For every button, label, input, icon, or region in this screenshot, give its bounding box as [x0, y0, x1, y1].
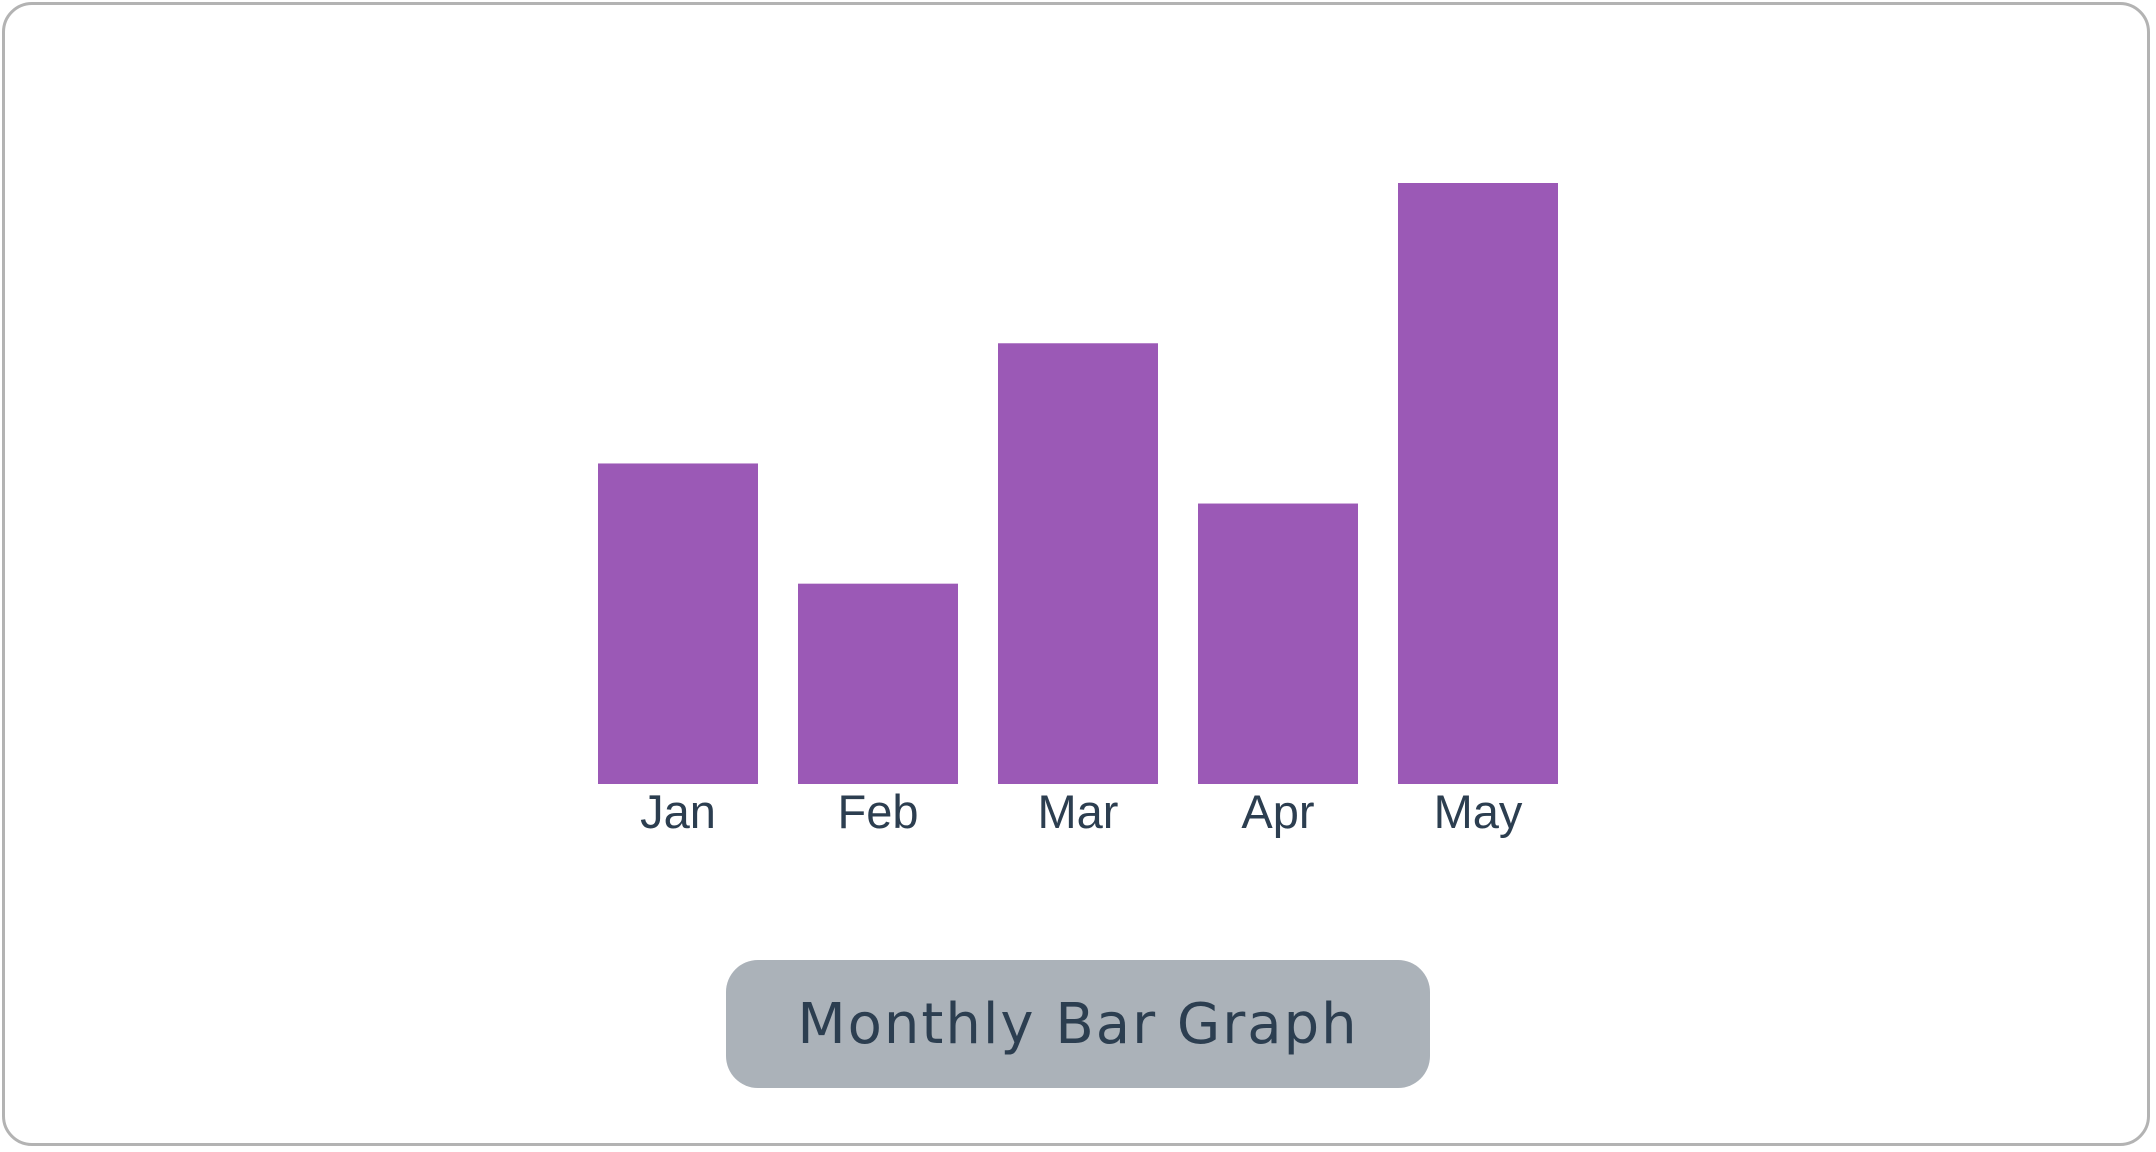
category-label-may: May	[1434, 785, 1523, 838]
category-label-jan: Jan	[640, 785, 716, 838]
bar-apr	[1198, 503, 1358, 784]
bar-mar	[998, 343, 1158, 784]
category-label-apr: Apr	[1241, 785, 1314, 838]
bar-jan	[598, 463, 758, 784]
bars-group	[598, 183, 1558, 784]
bar-feb	[798, 583, 958, 784]
category-labels-group: Jan Feb Mar Apr May	[640, 785, 1523, 838]
category-label-feb: Feb	[838, 785, 919, 838]
category-label-mar: Mar	[1038, 785, 1119, 838]
chart-title: Monthly Bar Graph	[726, 960, 1430, 1088]
bar-may	[1398, 183, 1558, 784]
